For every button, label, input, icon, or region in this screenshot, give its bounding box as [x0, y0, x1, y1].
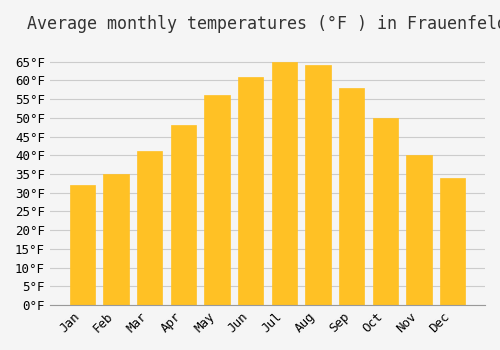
Title: Average monthly temperatures (°F ) in Frauenfeld: Average monthly temperatures (°F ) in Fr… [28, 15, 500, 33]
Bar [70, 185, 95, 305]
Bar [272, 62, 297, 305]
Bar [238, 77, 263, 305]
Bar [440, 178, 465, 305]
Bar [339, 88, 364, 305]
Bar [170, 125, 196, 305]
Bar [137, 152, 162, 305]
Bar [372, 118, 398, 305]
Bar [104, 174, 128, 305]
Bar [306, 65, 330, 305]
Bar [204, 95, 230, 305]
Bar [406, 155, 432, 305]
